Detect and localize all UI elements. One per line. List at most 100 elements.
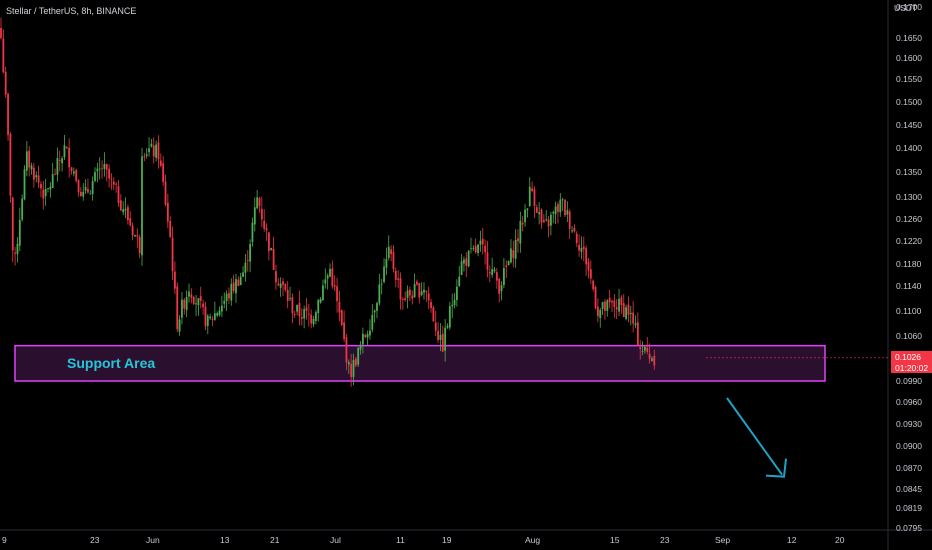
candle-body bbox=[101, 168, 103, 170]
candle-body bbox=[228, 293, 230, 299]
candle-body bbox=[606, 300, 609, 311]
candle-body bbox=[249, 244, 251, 262]
candle-body bbox=[61, 158, 63, 164]
candle-body bbox=[608, 297, 611, 303]
y-tick-label: 0.1060 bbox=[896, 331, 922, 341]
candle-body bbox=[578, 244, 580, 251]
candle-body bbox=[451, 304, 454, 307]
candle-body bbox=[597, 306, 599, 317]
candle-body bbox=[58, 160, 61, 161]
candle-body bbox=[404, 298, 407, 301]
candle-body bbox=[589, 269, 592, 279]
candle-body bbox=[21, 198, 24, 220]
candle-body bbox=[169, 220, 172, 238]
candle-body bbox=[42, 189, 45, 199]
candle-body bbox=[136, 235, 139, 237]
candle-body bbox=[533, 189, 536, 207]
candle-body bbox=[639, 347, 642, 349]
candle-body bbox=[237, 279, 240, 287]
candle-body bbox=[190, 294, 193, 298]
candle-body bbox=[493, 269, 496, 272]
candle-body bbox=[211, 319, 214, 320]
candle-body bbox=[253, 207, 256, 225]
candle-body bbox=[7, 93, 9, 135]
candle-body bbox=[37, 175, 40, 183]
x-tick-label: 23 bbox=[90, 535, 100, 545]
candle-body bbox=[176, 286, 179, 330]
candle-body bbox=[561, 199, 564, 201]
x-tick-label: Sep bbox=[715, 535, 730, 545]
candle-body bbox=[390, 249, 392, 255]
y-tick-label: 0.1260 bbox=[896, 214, 922, 224]
candle-body bbox=[150, 143, 153, 147]
candle-body bbox=[653, 355, 656, 366]
candle-body bbox=[324, 279, 327, 284]
y-tick-label: 0.1100 bbox=[896, 306, 922, 316]
candle-body bbox=[63, 145, 66, 158]
y-tick-label: 0.0870 bbox=[896, 463, 922, 473]
y-tick-label: 0.1550 bbox=[896, 74, 922, 84]
candle-body bbox=[437, 330, 439, 340]
candle-body bbox=[275, 271, 277, 283]
candle-body bbox=[491, 269, 494, 276]
candle-body bbox=[359, 344, 362, 350]
candle-body bbox=[23, 169, 26, 200]
y-tick-label: 0.0930 bbox=[896, 419, 922, 429]
candle-body bbox=[284, 283, 287, 291]
candle-body bbox=[444, 327, 447, 351]
candle-body bbox=[625, 307, 627, 319]
y-tick-label: 0.1350 bbox=[896, 167, 922, 177]
candle-body bbox=[75, 170, 78, 181]
candle-body bbox=[425, 290, 428, 293]
candle-body bbox=[571, 230, 573, 232]
candle-body bbox=[554, 206, 557, 215]
candle-body bbox=[47, 188, 49, 189]
candle-body bbox=[470, 247, 472, 249]
candle-body bbox=[124, 208, 127, 211]
candle-body bbox=[270, 247, 273, 251]
candle-body bbox=[634, 323, 637, 326]
candle-body bbox=[166, 202, 169, 222]
projection-arrow-head bbox=[765, 458, 787, 478]
candle-body bbox=[310, 314, 313, 324]
candle-body bbox=[352, 360, 355, 378]
candle-body bbox=[550, 214, 552, 226]
candle-body bbox=[105, 164, 108, 170]
candle-body bbox=[594, 287, 597, 309]
candle-body bbox=[258, 198, 261, 207]
candle-body bbox=[293, 313, 296, 315]
candle-body bbox=[183, 299, 186, 309]
candle-body bbox=[371, 314, 374, 330]
x-tick-label: Jul bbox=[330, 535, 341, 545]
candle-body bbox=[507, 260, 510, 266]
candle-body bbox=[547, 219, 550, 227]
candle-body bbox=[613, 300, 616, 307]
candle-body bbox=[230, 283, 233, 301]
candle-body bbox=[54, 173, 56, 175]
candle-body bbox=[239, 276, 242, 285]
candle-body bbox=[188, 291, 190, 297]
candle-body bbox=[246, 259, 249, 261]
candle-body bbox=[427, 293, 430, 301]
candle-body bbox=[298, 303, 301, 317]
candle-body bbox=[122, 209, 125, 213]
candle-body bbox=[406, 290, 409, 298]
candle-body bbox=[225, 293, 228, 302]
candle-body bbox=[580, 247, 583, 252]
candle-body bbox=[378, 284, 381, 304]
candle-body bbox=[94, 172, 96, 181]
candle-body bbox=[235, 279, 237, 294]
candle-body bbox=[119, 200, 122, 211]
candle-body bbox=[2, 38, 5, 73]
candle-body bbox=[84, 186, 87, 191]
candle-body bbox=[265, 228, 268, 231]
candle-body bbox=[622, 303, 625, 317]
candle-body bbox=[387, 246, 390, 259]
candle-body bbox=[409, 289, 411, 296]
candle-body bbox=[559, 199, 562, 213]
candle-body bbox=[432, 307, 435, 322]
candle-body bbox=[80, 192, 82, 197]
x-tick-label: 9 bbox=[2, 535, 7, 545]
candle-body bbox=[263, 220, 266, 229]
